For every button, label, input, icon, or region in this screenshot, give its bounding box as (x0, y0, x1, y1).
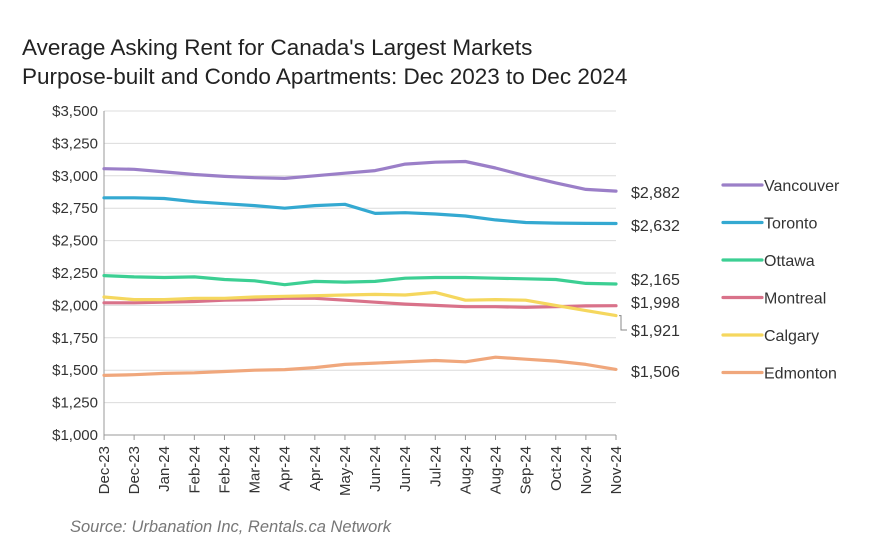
x-tick-label: Jun-24 (397, 446, 414, 492)
legend-label-montreal: Montreal (764, 291, 826, 308)
x-tick-label: Aug-24 (457, 446, 474, 494)
x-tick-label: Apr-24 (277, 446, 294, 491)
x-tick-label: Aug-24 (488, 446, 505, 494)
series-line-toronto (102, 196, 618, 226)
y-tick-label: $1,750 (52, 330, 98, 347)
end-label-toronto: $2,632 (631, 218, 680, 235)
x-tick-label: Nov-24 (608, 446, 625, 494)
x-axis: Dec-23 Dec-23 Jan-24 Feb-24 Feb-24 Mar-24 Apr-… (96, 435, 625, 496)
series-line-ottawa (102, 274, 618, 287)
x-tick-label: Jan-24 (156, 446, 173, 492)
x-tick-label: Dec-23 (126, 446, 143, 494)
x-tick-label: Sep-24 (518, 446, 535, 494)
legend-label-edmonton: Edmonton (764, 366, 837, 383)
series-line-edmonton (102, 355, 618, 377)
end-label-calgary: $1,921 (631, 323, 680, 340)
series-lines (102, 159, 618, 377)
end-label-ottawa: $2,165 (631, 272, 680, 289)
y-tick-label: $2,000 (52, 297, 98, 314)
y-tick-label: $3,500 (52, 103, 98, 120)
y-tick-label: $2,500 (52, 233, 98, 250)
y-tick-label: $2,250 (52, 265, 98, 282)
y-tick-label: $3,250 (52, 135, 98, 152)
end-label-montreal: $1,998 (631, 295, 680, 312)
end-label-vancouver: $2,882 (631, 185, 680, 202)
legend-label-vancouver: Vancouver (764, 178, 840, 195)
x-tick-label: Feb-24 (216, 446, 233, 494)
series-line-calgary (102, 290, 618, 318)
x-tick-label: Feb-24 (186, 446, 203, 494)
y-tick-label: $3,000 (52, 168, 98, 185)
series-line-vancouver (102, 159, 618, 193)
chart-title: Average Asking Rent for Canada's Largest… (22, 35, 533, 60)
end-labels: $2,882 $2,632 $2,165 $1,998 $1,921 $1,506 (619, 185, 680, 381)
grid-lines (103, 110, 616, 436)
x-tick-label: Dec-23 (96, 446, 113, 494)
x-tick-label: Jul-24 (427, 446, 444, 487)
source-note: Source: Urbanation Inc, Rentals.ca Netwo… (70, 518, 391, 536)
x-tick-label: Oct-24 (548, 446, 565, 491)
y-tick-label: $1,500 (52, 362, 98, 379)
end-label-edmonton: $1,506 (631, 364, 680, 381)
y-tick-label: $1,000 (52, 427, 98, 444)
x-tick-label: Apr-24 (307, 446, 324, 491)
y-tick-label: $2,750 (52, 200, 98, 217)
x-tick-label: Mar-24 (247, 446, 264, 494)
legend-label-toronto: Toronto (764, 216, 817, 233)
legend: Vancouver Toronto Ottawa Montreal Calgary Edm… (721, 178, 840, 383)
chart-subtitle: Purpose-built and Condo Apartments: Dec … (22, 64, 628, 89)
x-tick-label: Nov-24 (578, 446, 595, 494)
legend-label-ottawa: Ottawa (764, 253, 815, 270)
leader-line (619, 315, 627, 331)
x-tick-label: Jun-24 (367, 446, 384, 492)
legend-label-calgary: Calgary (764, 328, 819, 345)
x-tick-label: May-24 (337, 446, 354, 496)
y-tick-label: $1,250 (52, 395, 98, 412)
y-axis: $1,000 $1,250 $1,500 $1,750 $2,000 $2,250 $2,5… (52, 103, 98, 444)
series-line-montreal (102, 296, 618, 309)
